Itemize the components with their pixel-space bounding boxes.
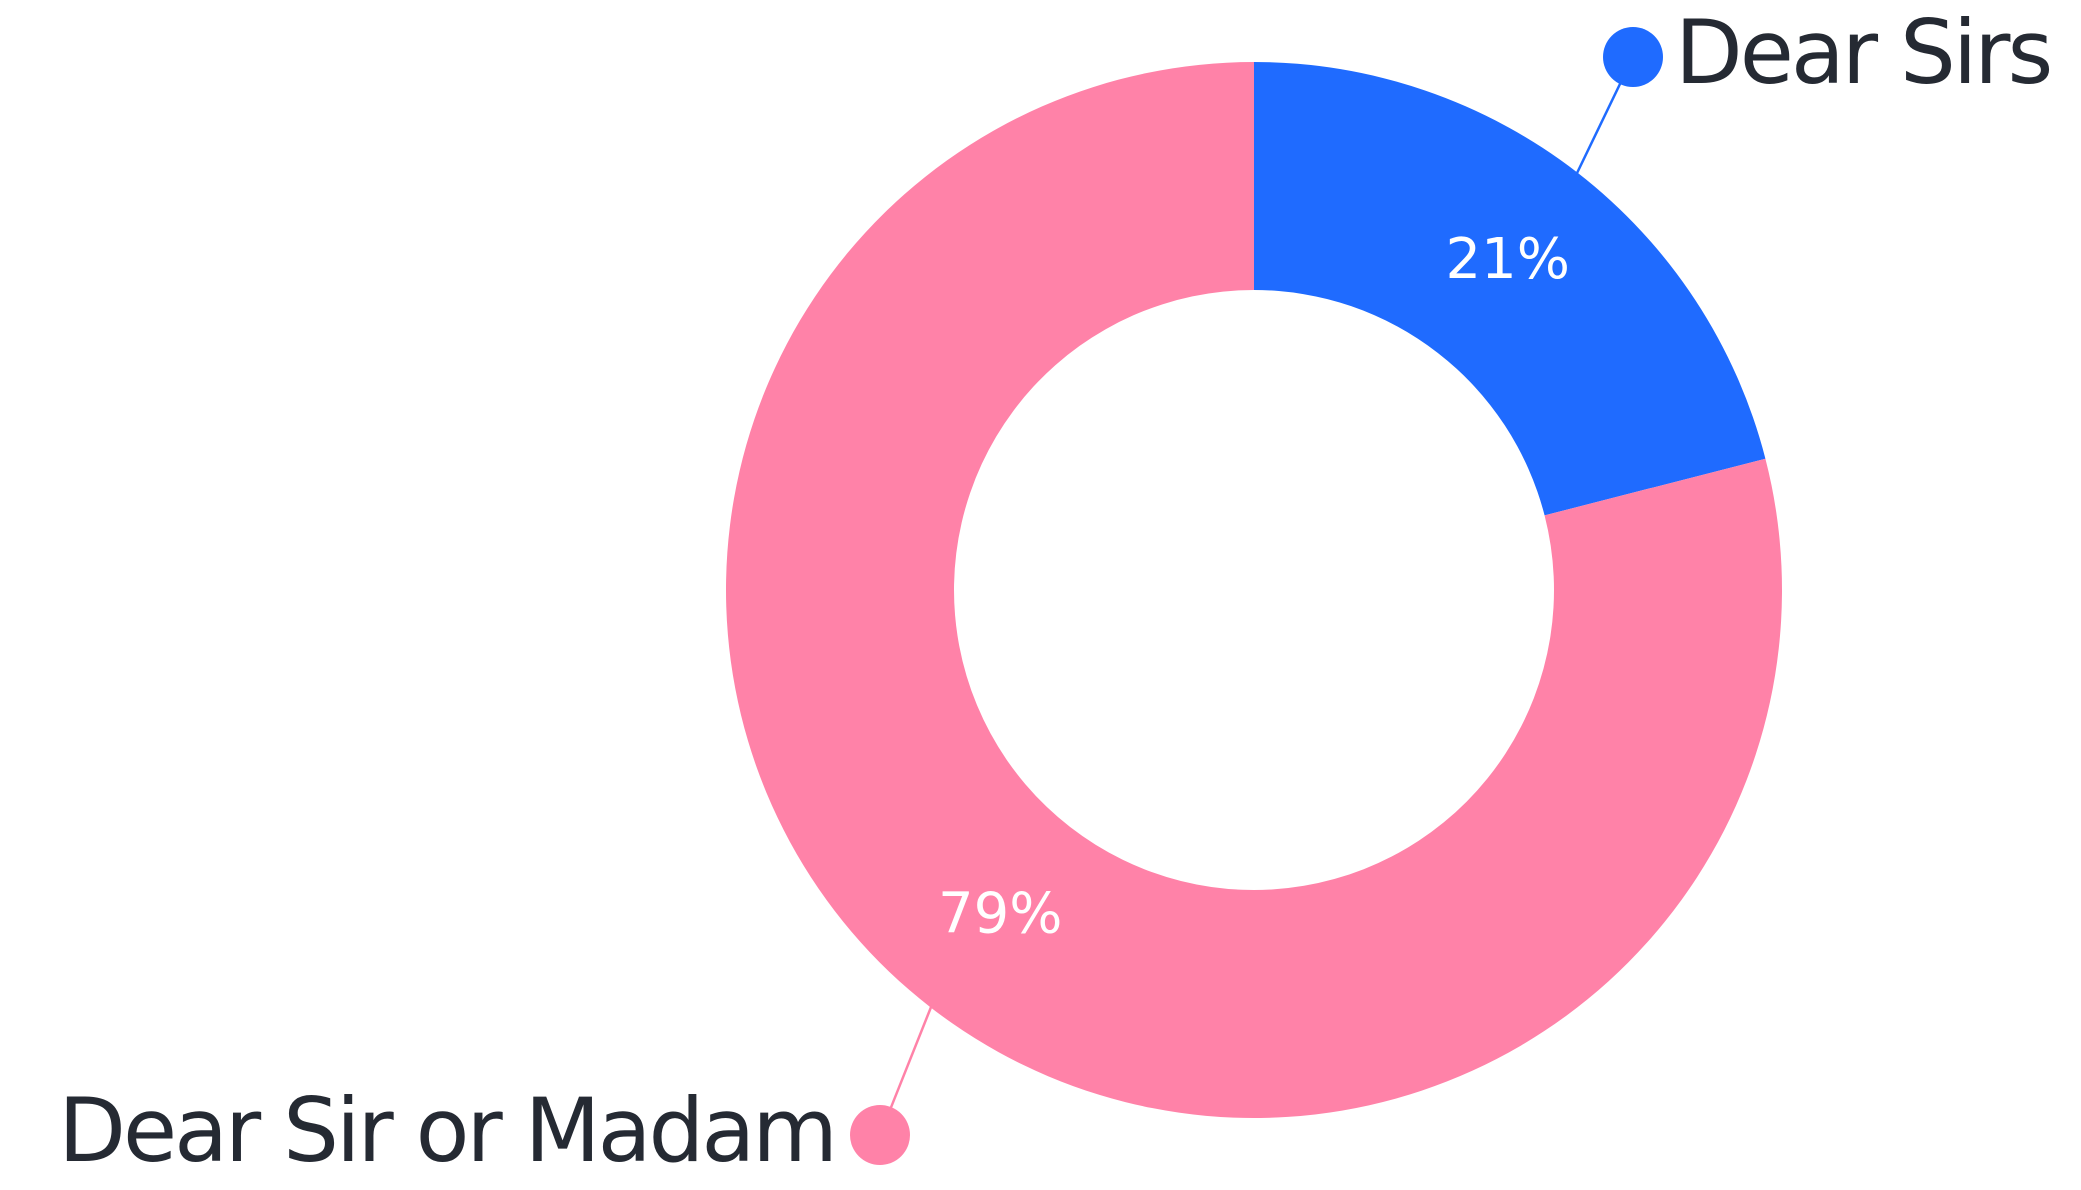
value-label: 21% [1446,227,1570,292]
slice [725,62,1782,1119]
slice [1254,62,1766,516]
legend-label: Dear Sirs [1675,1,2050,104]
legend-marker [1603,27,1663,87]
legend-label: Dear Sir or Madam [58,1079,835,1182]
legend-marker [850,1105,910,1165]
value-label: 79% [938,881,1062,946]
